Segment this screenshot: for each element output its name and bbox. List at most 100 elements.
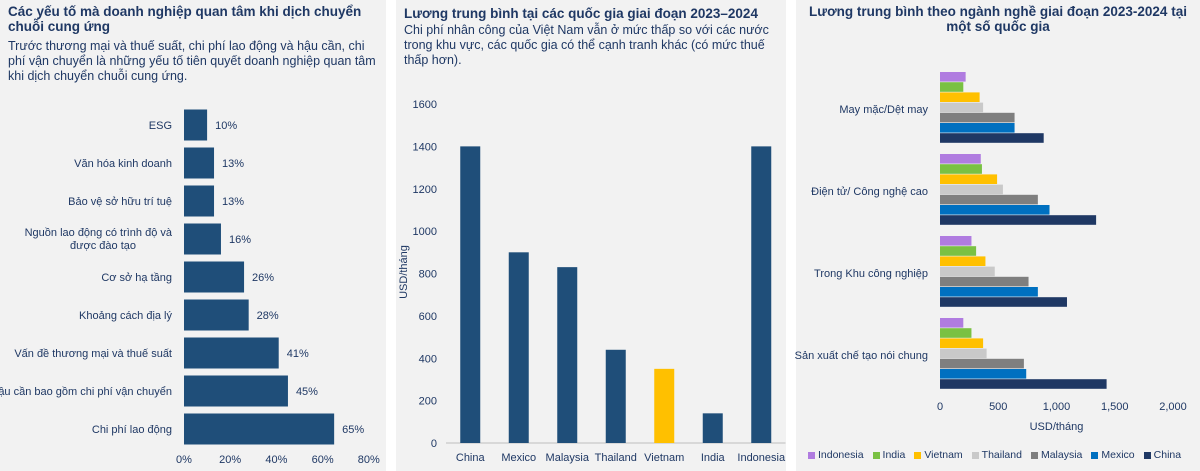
bar [940, 194, 1038, 205]
chart1-subtitle: Trước thương mại và thuế suất, chi phí l… [8, 39, 376, 83]
x-tick-label: 60% [312, 454, 334, 466]
category-label: Mexico [501, 452, 536, 464]
legend-swatch [914, 451, 922, 459]
y-tick-label: 1200 [413, 184, 437, 196]
y-tick-label: 1000 [413, 226, 437, 238]
legend-label: Malaysia [1040, 449, 1083, 461]
data-label: 41% [287, 348, 309, 360]
legend-item: Thailand [971, 449, 1022, 461]
bar [940, 205, 1050, 215]
x-tick-label: 40% [265, 454, 287, 466]
bar [940, 266, 995, 277]
bar [940, 72, 966, 82]
category-label: India [701, 452, 726, 464]
x-tick-label: 20% [219, 454, 241, 466]
chart1-title: Các yếu tố mà doanh nghiệp quan tâm khi … [8, 4, 362, 34]
category-label: Khoảng cách địa lý [79, 310, 172, 322]
data-label: 10% [215, 120, 237, 132]
bar [940, 236, 972, 246]
category-label: Trong Khu công nghiệp [814, 268, 928, 280]
category-label: Vietnam [644, 452, 684, 464]
data-label: 13% [222, 196, 244, 208]
bar [940, 318, 964, 328]
category-label: Sản xuất chế tạo nói chung [795, 350, 928, 362]
legend-swatch [1030, 451, 1038, 459]
category-label: May mặc/Dệt may [839, 104, 928, 116]
data-label: 65% [342, 424, 364, 436]
legend-item: Malaysia [1030, 449, 1083, 461]
bar [940, 133, 1044, 143]
bar [940, 379, 1107, 389]
x-tick-label: 2,000 [1159, 401, 1187, 413]
chart-panel-factors: Các yếu tố mà doanh nghiệp quan tâm khi … [0, 0, 386, 471]
data-label: 26% [252, 272, 274, 284]
chart1-plot: 10% ESG 13% Văn hóa kinh doanh 13% Bảo vệ sở … [0, 109, 380, 466]
y-axis-label: USD/tháng [398, 245, 410, 299]
chart-panel-wages-industry: Lương trung bình theo ngành nghề giai đo… [795, 0, 1200, 471]
bar [184, 299, 249, 331]
bar [940, 174, 998, 184]
chart2-title: Lương trung bình tại các quốc gia giai đ… [404, 6, 758, 21]
bar [940, 328, 972, 338]
legend-swatch [808, 451, 815, 459]
legend-swatch [1143, 451, 1151, 459]
y-tick-label: 1600 [413, 99, 437, 111]
category-label: Malaysia [546, 452, 590, 464]
category-label: China [456, 452, 486, 464]
legend-label: Vietnam [924, 449, 963, 461]
bar [557, 267, 578, 443]
bar [184, 337, 279, 369]
legend-item: India [872, 449, 905, 461]
bar [940, 82, 964, 92]
chart3-legend: Indonesia India Vietnam Thailand Malaysia Mex… [808, 449, 1192, 461]
chart3-plot: May mặc/Dệt may Điện tử/ Công nghệ cao Tro… [795, 72, 1187, 433]
category-label: Thailand [595, 452, 637, 464]
chart2-plot: China Mexico Malaysia Thailand Vietnam India I… [398, 99, 786, 464]
legend-item: Mexico [1091, 449, 1135, 461]
bar [940, 338, 984, 348]
chart-panel-wages-country: Lương trung bình tại các quốc gia giai đ… [396, 0, 786, 471]
category-label: Vấn đề thương mại và thuế suất [14, 348, 172, 360]
legend-item: Indonesia [808, 449, 864, 461]
legend-label: China [1153, 449, 1182, 461]
data-label: 16% [229, 234, 251, 246]
bar [940, 154, 981, 164]
x-tick-label: 80% [358, 454, 380, 466]
bar [940, 369, 1027, 379]
category-label: Indonesia [737, 452, 786, 464]
chart2-subtitle: Chi phí nhân công của Việt Nam vẫn ở mức… [404, 23, 769, 67]
bar [940, 256, 986, 266]
bar [940, 164, 982, 174]
x-tick-label: 0 [937, 401, 943, 413]
x-tick-label: 0% [176, 454, 192, 466]
legend-item: Vietnam [914, 449, 963, 461]
bar [940, 246, 977, 256]
legend-swatch [971, 451, 979, 459]
legend-label: Mexico [1101, 449, 1135, 461]
legend-swatch [872, 451, 880, 459]
bar [184, 413, 335, 445]
x-tick-label: 1,500 [1101, 401, 1129, 413]
category-label: Nguồn lao động có trình độ và được đào tạ… [25, 227, 173, 252]
chart3-title: Lương trung bình theo ngành nghề giai đo… [809, 4, 1187, 34]
bar [940, 297, 1067, 307]
bar [184, 375, 288, 407]
bar [940, 276, 1029, 287]
bar [605, 349, 626, 443]
bar [940, 123, 1015, 133]
bar [751, 146, 772, 443]
bar [184, 223, 221, 255]
legend-label: Thailand [981, 449, 1022, 461]
x-tick-label: 500 [989, 401, 1007, 413]
data-label: 45% [296, 386, 318, 398]
bar [940, 92, 980, 102]
bar [184, 261, 245, 293]
bar [940, 215, 1097, 225]
category-label: Văn hóa kinh doanh [74, 158, 172, 170]
category-label: ESG [149, 120, 172, 132]
legend-item: China [1143, 449, 1182, 461]
bar [940, 102, 984, 113]
bar [940, 184, 1003, 195]
legend-label: Indonesia [818, 449, 864, 461]
bar [940, 112, 1015, 123]
